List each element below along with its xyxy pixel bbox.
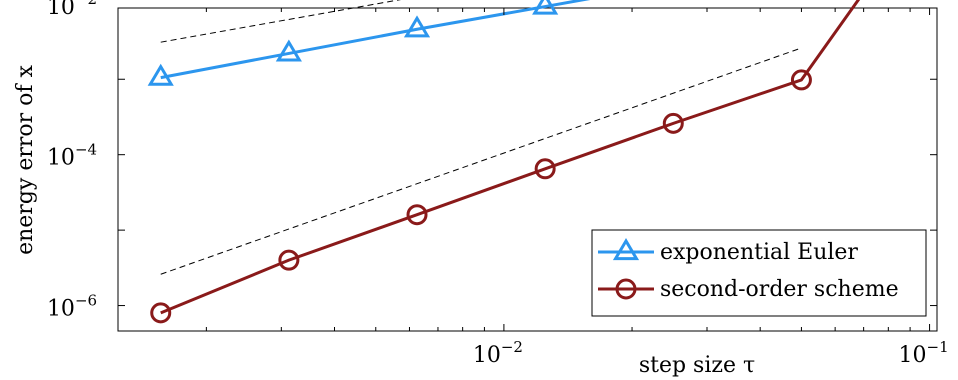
legend-triangle-marker — [612, 238, 640, 261]
data-point-circle — [662, 112, 684, 134]
series-1 — [147, 0, 591, 86]
reference-slope-line — [160, 47, 802, 275]
data-point-triangle — [403, 15, 431, 38]
plot-frame — [117, 7, 938, 332]
data-point-triangle — [275, 39, 302, 62]
series-layer — [147, 0, 861, 324]
series-line — [160, 0, 861, 315]
y-tick-label: 10−6 — [47, 292, 97, 322]
data-point-circle — [150, 302, 172, 324]
y-tick-label: 10−2 — [47, 0, 97, 20]
reference-lines — [160, 0, 802, 275]
ticks-layer: 10−2 10−1 10−6 10−4 10−2 — [47, 0, 949, 368]
y-tick-label: 10−4 — [47, 141, 97, 171]
data-point-circle — [790, 69, 812, 91]
reference-slope-line — [160, 0, 402, 43]
x-tick-label: 10−2 — [473, 338, 523, 368]
data-point-triangle — [147, 63, 174, 86]
legend-entry: exponential Euler — [598, 238, 858, 265]
legend-entry: second-order scheme — [598, 277, 899, 302]
data-point-triangle — [532, 0, 559, 15]
y-axis-label: energy error of x — [13, 64, 38, 254]
legend-label: second-order scheme — [660, 277, 899, 302]
x-axis-label: step size τ — [639, 353, 755, 378]
series-2 — [150, 0, 861, 324]
plot-area — [117, 7, 938, 332]
legend-circle-marker — [615, 278, 637, 300]
series-line — [160, 0, 591, 80]
data-point-circle — [534, 158, 556, 180]
data-point-circle — [406, 204, 428, 226]
legend-label: exponential Euler — [660, 240, 858, 265]
data-point-circle — [278, 249, 300, 271]
legend: exponential Euler second-order scheme — [591, 229, 927, 317]
x-tick-label: 10−1 — [899, 338, 949, 368]
legend-box — [591, 229, 927, 317]
